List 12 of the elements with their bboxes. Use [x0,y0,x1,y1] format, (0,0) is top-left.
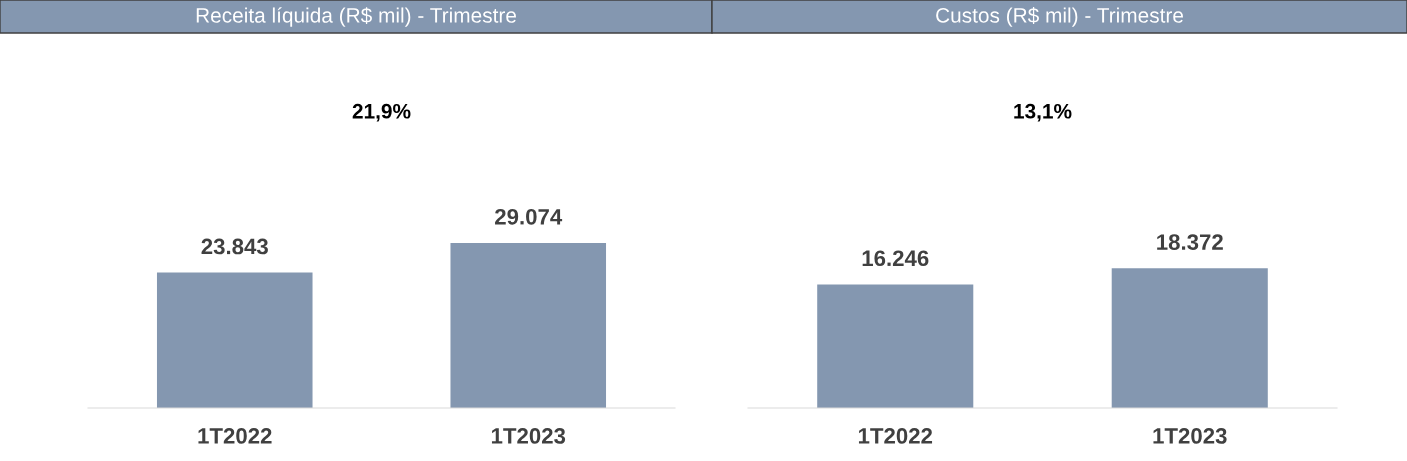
x-tick-label: 1T2022 [858,428,933,444]
data-label: 16.246 [862,250,929,267]
data-label: 18.372 [1157,234,1223,250]
chart-title: Receita líquida (R$ mil) - Trimestre [196,7,516,27]
data-label: 23.843 [201,238,268,255]
data-label: 29.074 [495,208,563,225]
text: 13,1% [1014,103,1072,122]
text: 21,9% [352,103,411,122]
x-tick-label: 1T2023 [1153,428,1227,444]
chart-title: Custos (R$ mil) - Trimestre [936,7,1184,27]
x-tick-label: 1T2023 [491,428,566,444]
x-tick-label: 1T2022 [198,428,272,444]
